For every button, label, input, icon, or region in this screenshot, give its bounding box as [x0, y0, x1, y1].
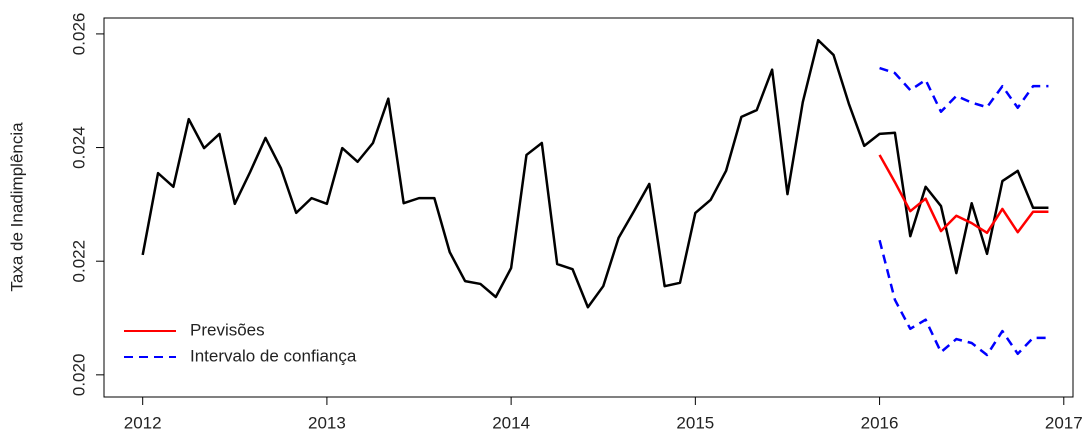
line-series	[879, 66, 1049, 114]
x-tick-label: 2017	[1045, 413, 1083, 432]
line-series	[878, 239, 1049, 357]
x-tick-label: 2012	[124, 413, 162, 432]
y-axis-label: Taxa de Inadimplência	[7, 122, 26, 292]
legend-label: Previsões	[190, 320, 265, 339]
y-tick-label: 0.026	[69, 13, 88, 56]
x-tick-label: 2014	[492, 413, 530, 432]
line-series	[878, 154, 1049, 235]
legend-label: Intervalo de confiança	[190, 346, 357, 365]
x-tick-label: 2013	[308, 413, 346, 432]
y-tick-label: 0.020	[69, 354, 88, 397]
plot-frame	[103, 17, 1074, 398]
x-tick-label: 2016	[861, 413, 899, 432]
y-tick-label: 0.022	[69, 240, 88, 283]
line-series	[141, 38, 1049, 309]
y-tick-label: 0.024	[69, 126, 88, 169]
x-tick-label: 2015	[676, 413, 714, 432]
